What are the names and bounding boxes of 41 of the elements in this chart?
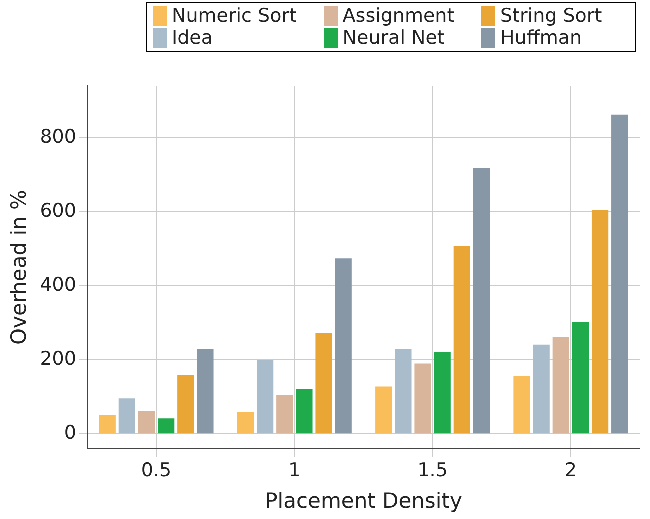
- bar: [158, 418, 175, 434]
- y-tick-label: 600: [40, 200, 76, 222]
- bar: [316, 333, 332, 434]
- bar: [533, 344, 550, 434]
- x-tick-label: 2: [564, 459, 577, 482]
- bar: [592, 210, 609, 434]
- bar: [296, 388, 313, 434]
- y-tick-label: 400: [40, 274, 76, 296]
- bar: [197, 348, 214, 434]
- bar: [552, 338, 570, 434]
- bar: [395, 348, 412, 434]
- x-tick-label: 0.5: [141, 459, 172, 482]
- bar: [454, 246, 470, 434]
- x-tick-label: 1.5: [418, 459, 448, 482]
- x-axis-title: Placement Density: [265, 488, 462, 513]
- bar: [514, 376, 530, 434]
- legend-label: Numeric Sort: [172, 5, 297, 27]
- x-tick-label: 1: [288, 459, 301, 482]
- bar: [376, 386, 392, 434]
- bar: [256, 360, 274, 434]
- bar: [572, 322, 590, 434]
- legend-label: String Sort: [500, 5, 602, 27]
- bar: [276, 395, 294, 434]
- legend-label: Assignment: [342, 5, 455, 27]
- bar: [178, 375, 194, 434]
- bar: [335, 258, 352, 434]
- y-tick-label: 0: [64, 422, 76, 444]
- bar: [612, 114, 628, 434]
- y-tick-label: 200: [40, 348, 76, 370]
- bar: [99, 415, 116, 434]
- bar: [138, 411, 156, 434]
- bar: [118, 398, 136, 434]
- bar: [237, 412, 254, 434]
- bar: [434, 352, 451, 434]
- y-tick-label: 800: [40, 126, 76, 148]
- legend-label: Huffman: [500, 27, 582, 49]
- bar: [473, 168, 490, 434]
- y-axis-title: Overhead in %: [7, 190, 32, 346]
- legend-label: Idea: [172, 27, 213, 49]
- legend-label: Neural Net: [342, 27, 445, 49]
- bar: [414, 364, 432, 434]
